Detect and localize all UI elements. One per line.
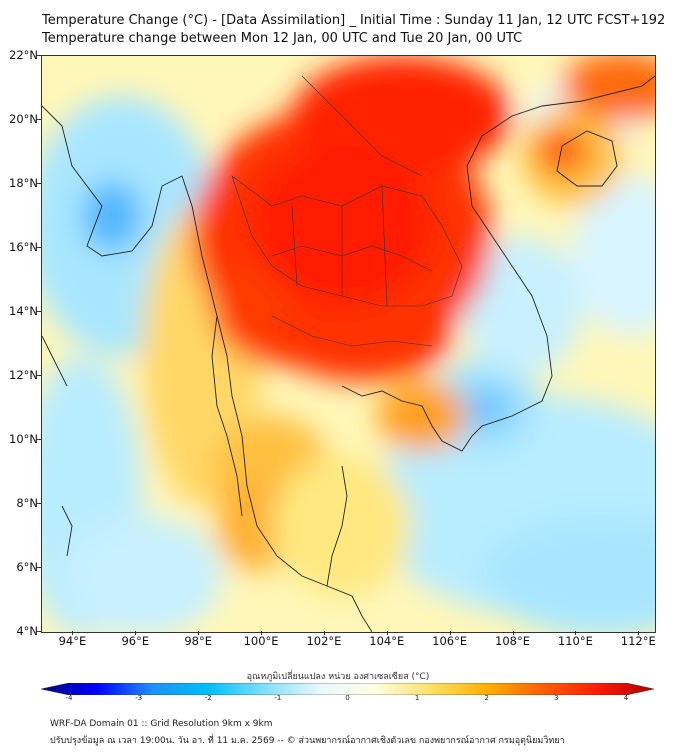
lon-label: 102°E: [306, 634, 342, 648]
lon-label: 110°E: [557, 634, 593, 648]
map-title: Temperature Change (°C) - [Data Assimila…: [42, 13, 666, 28]
lon-label: 106°E: [432, 634, 468, 648]
map-subtitle: Temperature change between Mon 12 Jan, 0…: [42, 31, 523, 46]
lat-label: 12°N: [9, 368, 38, 382]
lat-tick: [37, 119, 41, 120]
lon-label: 94°E: [58, 634, 87, 648]
province-borders: [231, 75, 463, 347]
lon-label: 100°E: [243, 634, 279, 648]
lat-label: 16°N: [9, 240, 38, 254]
lon-tick: [198, 631, 200, 635]
lat-label: 8°N: [16, 496, 38, 510]
colorbar-label: 3: [554, 694, 559, 702]
lat-label: 14°N: [9, 304, 38, 318]
lon-label: 112°E: [620, 634, 656, 648]
colorbar-label: -1: [274, 694, 282, 702]
lon-label: 98°E: [184, 634, 212, 648]
lat-tick: [37, 439, 41, 440]
lon-tick: [72, 631, 74, 635]
colorbar-label: -4: [65, 694, 73, 702]
colorbar-label: 2: [484, 694, 489, 702]
footer-model-info: WRF-DA Domain 01 :: Grid Resolution 9km …: [50, 719, 273, 729]
lat-tick: [37, 311, 41, 312]
colorbar-label: 4: [623, 694, 629, 702]
lon-tick: [135, 631, 137, 635]
lon-tick: [261, 631, 263, 635]
lat-label: 22°N: [9, 48, 38, 62]
lat-label: 6°N: [16, 560, 38, 574]
temperature-field: [42, 56, 655, 632]
lon-tick: [575, 631, 577, 635]
colorbar-label: 1: [414, 694, 420, 702]
lat-label: 10°N: [9, 432, 38, 446]
lon-tick: [323, 631, 325, 635]
footer-update-info: ปรับปรุงข้อมูล ณ เวลา 19:00น. วัน อา. ที…: [50, 736, 565, 746]
lat-label: 20°N: [9, 112, 38, 126]
lon-tick: [512, 631, 514, 635]
lon-label: 104°E: [369, 634, 405, 648]
lon-tick: [386, 631, 388, 635]
lat-label: 4°N: [16, 624, 38, 638]
lat-tick: [37, 567, 41, 568]
colorbar: [40, 680, 655, 696]
temperature-change-map: [41, 55, 656, 633]
colorbar-label: -2: [204, 694, 212, 702]
lon-tick: [638, 631, 640, 635]
lat-label: 18°N: [9, 176, 38, 190]
lat-tick: [37, 55, 41, 56]
colorbar-title: อุณหภูมิเปลี่ยนแปลง หน่วย องศาเซลเซียส (…: [246, 672, 430, 682]
lat-tick: [37, 375, 41, 376]
lon-label: 96°E: [121, 634, 150, 648]
lat-tick: [37, 247, 41, 248]
lon-tick: [449, 631, 451, 635]
coastlines: [42, 75, 655, 632]
lat-tick: [37, 631, 41, 632]
lon-label: 108°E: [495, 634, 531, 648]
colorbar-label: 0: [345, 694, 350, 702]
lat-tick: [37, 503, 41, 504]
colorbar-label: -3: [135, 694, 143, 702]
lat-tick: [37, 183, 41, 184]
